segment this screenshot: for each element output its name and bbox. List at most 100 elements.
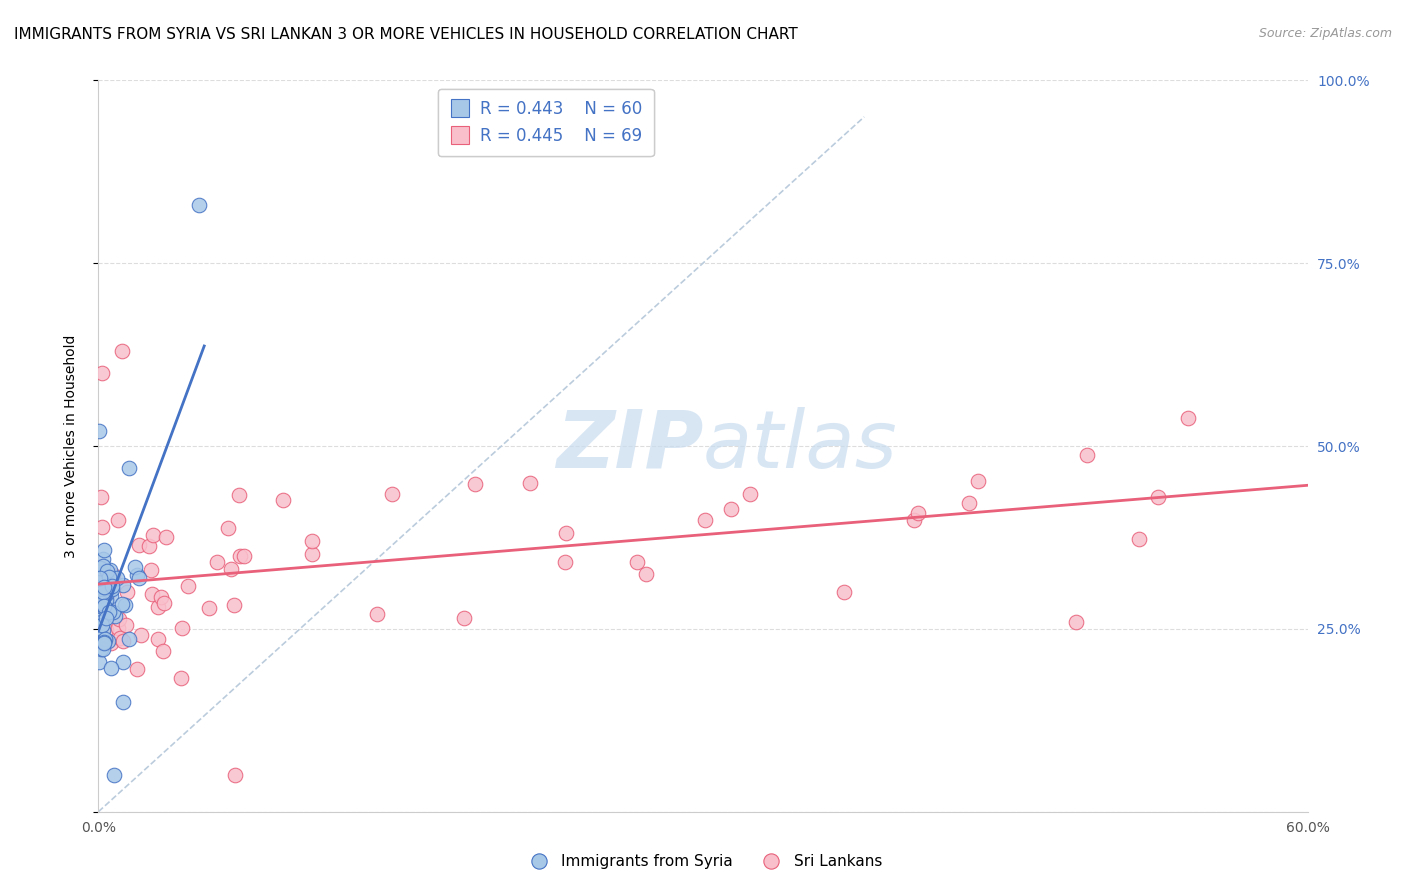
- Point: [170, 671, 193, 685]
- Point: [96, 564, 118, 578]
- Point: [94, 602, 117, 616]
- Point: [177, 579, 200, 593]
- Point: [96, 623, 118, 637]
- Point: [93, 634, 115, 648]
- Point: [94, 601, 117, 615]
- Point: [107, 612, 129, 626]
- Point: [453, 611, 475, 625]
- Point: [89, 655, 111, 669]
- Point: [96, 588, 118, 602]
- Point: [957, 496, 980, 510]
- Point: [125, 568, 148, 582]
- Point: [101, 605, 124, 619]
- Point: [626, 556, 648, 570]
- Point: [91, 559, 114, 574]
- Point: [107, 621, 129, 635]
- Point: [98, 563, 121, 577]
- Text: Source: ZipAtlas.com: Source: ZipAtlas.com: [1258, 27, 1392, 40]
- Point: [115, 584, 138, 599]
- Point: [90, 584, 112, 599]
- Point: [111, 578, 134, 592]
- Point: [832, 585, 855, 599]
- Point: [91, 552, 114, 566]
- Point: [111, 695, 134, 709]
- Point: [554, 556, 576, 570]
- Point: [98, 604, 121, 618]
- Point: [720, 502, 742, 516]
- Point: [128, 538, 150, 552]
- Point: [93, 633, 115, 648]
- Point: [91, 597, 114, 611]
- Point: [634, 567, 657, 582]
- Point: [693, 513, 716, 527]
- Point: [111, 597, 134, 611]
- Point: [94, 574, 117, 589]
- Point: [89, 621, 111, 635]
- Point: [381, 487, 404, 501]
- Point: [232, 549, 254, 563]
- Point: [91, 623, 114, 637]
- Point: [301, 533, 323, 548]
- Point: [97, 634, 120, 648]
- Point: [1064, 615, 1087, 629]
- Point: [93, 636, 115, 650]
- Point: [128, 571, 150, 585]
- Point: [118, 461, 141, 475]
- Point: [100, 589, 122, 603]
- Point: [555, 525, 578, 540]
- Point: [170, 621, 193, 635]
- Point: [94, 593, 117, 607]
- Point: [90, 642, 112, 657]
- Point: [150, 590, 173, 604]
- Point: [89, 571, 111, 585]
- Point: [90, 366, 112, 380]
- Point: [738, 487, 761, 501]
- Point: [98, 570, 121, 584]
- Point: [111, 656, 134, 670]
- Point: [519, 475, 541, 490]
- Point: [152, 596, 174, 610]
- Point: [91, 520, 114, 534]
- Point: [101, 582, 124, 596]
- Point: [138, 540, 160, 554]
- Point: [93, 595, 115, 609]
- Point: [89, 576, 111, 591]
- Point: [96, 593, 118, 607]
- Point: [205, 556, 228, 570]
- Point: [129, 627, 152, 641]
- Text: ZIP: ZIP: [555, 407, 703, 485]
- Point: [103, 568, 125, 582]
- Legend: R = 0.443    N = 60, R = 0.445    N = 69: R = 0.443 N = 60, R = 0.445 N = 69: [439, 88, 654, 156]
- Point: [148, 600, 170, 615]
- Point: [903, 513, 925, 527]
- Point: [221, 562, 243, 576]
- Point: [97, 605, 120, 619]
- Point: [91, 584, 114, 599]
- Point: [188, 197, 211, 211]
- Point: [464, 476, 486, 491]
- Point: [967, 474, 990, 488]
- Point: [107, 513, 129, 527]
- Point: [142, 528, 165, 542]
- Point: [155, 530, 177, 544]
- Point: [94, 587, 117, 601]
- Point: [90, 490, 112, 504]
- Point: [222, 598, 245, 612]
- Point: [198, 600, 221, 615]
- Point: [91, 642, 114, 657]
- Point: [224, 768, 246, 782]
- Point: [100, 661, 122, 675]
- Point: [93, 632, 115, 646]
- Point: [148, 632, 170, 646]
- Point: [301, 547, 323, 561]
- Point: [89, 560, 111, 574]
- Point: [271, 493, 294, 508]
- Point: [228, 488, 250, 502]
- Point: [111, 343, 134, 358]
- Point: [217, 520, 239, 534]
- Point: [90, 636, 112, 650]
- Point: [93, 580, 115, 594]
- Point: [1146, 490, 1168, 504]
- Point: [108, 631, 131, 645]
- Point: [124, 560, 146, 574]
